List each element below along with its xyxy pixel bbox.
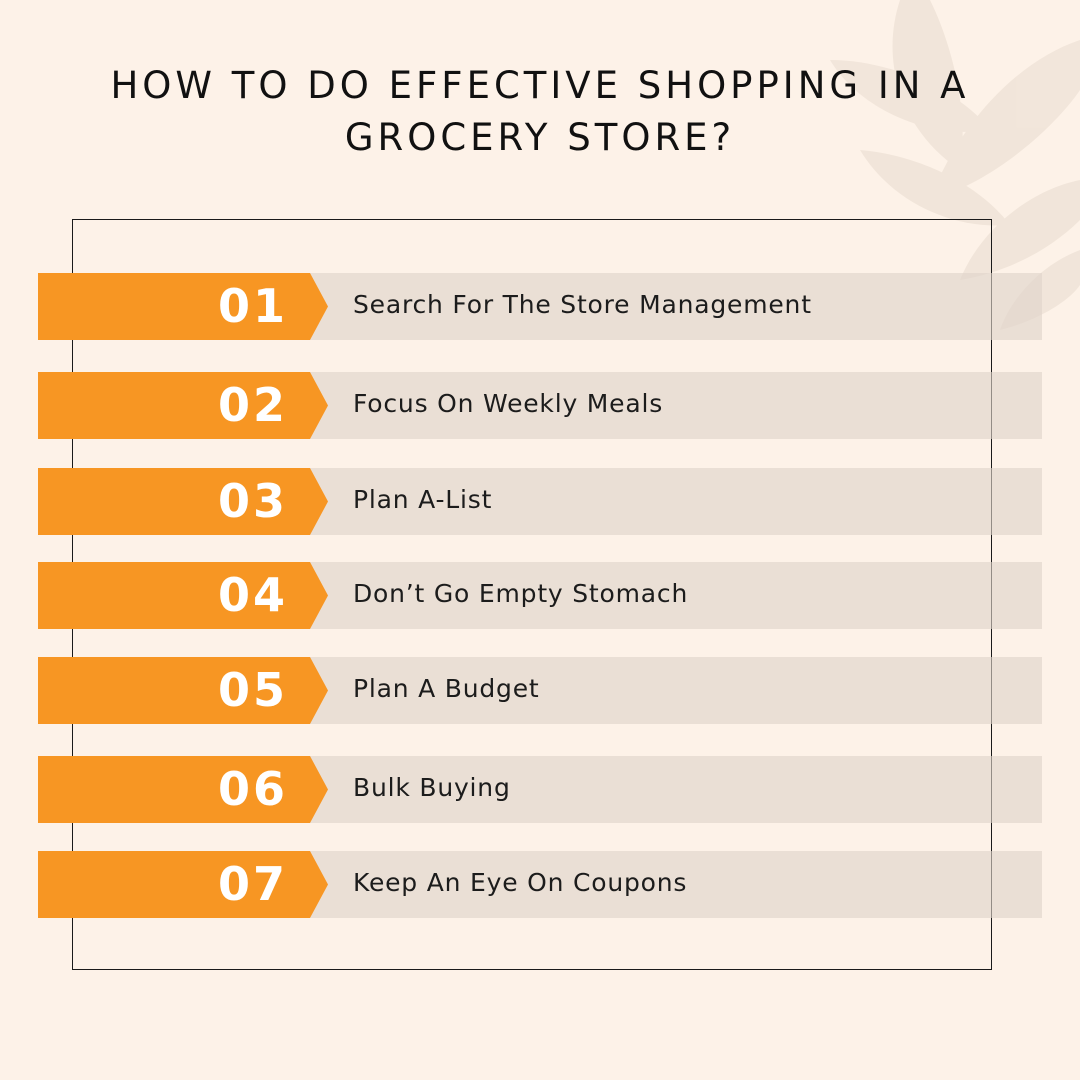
step-bar <box>298 273 1042 340</box>
step-bar <box>298 468 1042 535</box>
step-number: 01 <box>217 279 288 333</box>
step-bar <box>298 562 1042 629</box>
step-item: 05 Plan A Budget <box>38 657 1042 724</box>
step-number-tag: 05 <box>38 657 328 724</box>
step-number: 02 <box>217 378 288 432</box>
step-bar <box>298 756 1042 823</box>
step-number-tag: 07 <box>38 851 328 918</box>
step-item: 07 Keep An Eye On Coupons <box>38 851 1042 918</box>
step-item: 06 Bulk Buying <box>38 756 1042 823</box>
step-label: Search For The Store Management <box>353 290 812 319</box>
step-label: Keep An Eye On Coupons <box>353 868 688 897</box>
step-number-tag: 04 <box>38 562 328 629</box>
step-number-tag: 01 <box>38 273 328 340</box>
step-number: 04 <box>217 568 288 622</box>
step-number: 05 <box>217 663 288 717</box>
step-number-tag: 06 <box>38 756 328 823</box>
step-number-tag: 03 <box>38 468 328 535</box>
step-label: Focus On Weekly Meals <box>353 389 664 418</box>
step-number-tag: 02 <box>38 372 328 439</box>
step-label: Plan A-List <box>353 485 493 514</box>
step-number: 06 <box>217 762 288 816</box>
step-item: 01 Search For The Store Management <box>38 273 1042 340</box>
step-item: 02 Focus On Weekly Meals <box>38 372 1042 439</box>
step-number: 07 <box>217 857 288 911</box>
step-item: 03 Plan A-List <box>38 468 1042 535</box>
step-bar <box>298 657 1042 724</box>
step-bar <box>298 372 1042 439</box>
step-label: Plan A Budget <box>353 674 540 703</box>
page-title: HOW TO DO EFFECTIVE SHOPPING IN A GROCER… <box>110 64 970 159</box>
step-number: 03 <box>217 474 288 528</box>
step-label: Don’t Go Empty Stomach <box>353 579 689 608</box>
step-item: 04 Don’t Go Empty Stomach <box>38 562 1042 629</box>
step-bar <box>298 851 1042 918</box>
step-label: Bulk Buying <box>353 773 511 802</box>
